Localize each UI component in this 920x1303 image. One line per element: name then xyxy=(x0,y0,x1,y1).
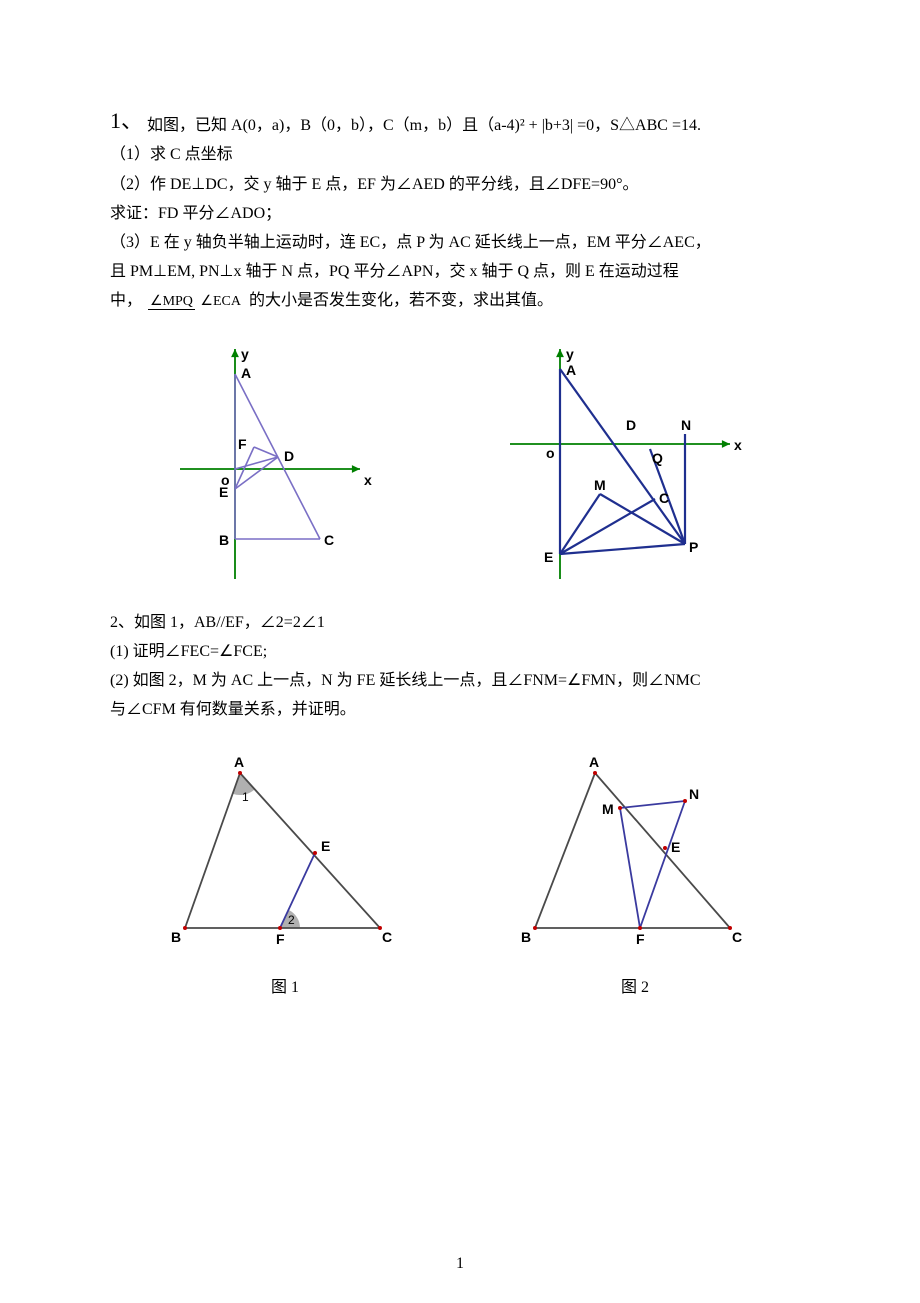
q1-line1: 1、 如图，已知 A(0，a)，B（0，b），C（m，b）且（a-4)² + |… xyxy=(110,102,810,139)
q1-l4: 求证：FD 平分∠ADO； xyxy=(110,200,810,227)
q1-fraction: ∠MPQ ∠ECA xyxy=(148,294,243,309)
svg-text:D: D xyxy=(626,417,636,433)
caption-row: 图 1 图 2 xyxy=(110,973,810,997)
svg-text:A: A xyxy=(566,362,576,378)
svg-text:B: B xyxy=(219,532,229,548)
figure-1: yxAFDoEBC xyxy=(160,329,400,589)
frac-bot: ∠ECA xyxy=(198,294,243,309)
q2-l4: 与∠CFM 有何数量关系，并证明。 xyxy=(110,696,810,723)
svg-text:A: A xyxy=(589,754,599,770)
q1-l7: 中， ∠MPQ ∠ECA 的大小是否发生变化，若不变，求出其值。 xyxy=(110,287,810,314)
svg-text:y: y xyxy=(566,346,574,362)
q2-l3: (2) 如图 2，M 为 AC 上一点，N 为 FE 延长线上一点，且∠FNM=… xyxy=(110,667,810,694)
caption-2: 图 2 xyxy=(621,973,649,997)
svg-text:1: 1 xyxy=(242,790,249,804)
q1-l7a: 中， xyxy=(110,292,142,309)
q1-l2: （1）求 C 点坐标 xyxy=(110,141,810,168)
svg-text:F: F xyxy=(636,931,645,947)
figure-row-2: A E B F C 1 2 A N M E B F C xyxy=(110,753,810,953)
svg-text:B: B xyxy=(521,929,531,945)
svg-text:N: N xyxy=(689,786,699,802)
svg-text:2: 2 xyxy=(288,913,295,927)
figure-2: y x A D No Q M C E P xyxy=(500,329,760,589)
svg-text:C: C xyxy=(382,929,392,945)
page: 1、 如图，已知 A(0，a)，B（0，b），C（m，b）且（a-4)² + |… xyxy=(0,0,920,1303)
svg-text:E: E xyxy=(544,549,553,565)
svg-text:C: C xyxy=(732,929,742,945)
q2-l2: (1) 证明∠FEC=∠FCE; xyxy=(110,638,810,665)
svg-text:A: A xyxy=(241,365,251,381)
svg-text:E: E xyxy=(671,839,680,855)
svg-text:x: x xyxy=(364,472,372,488)
svg-text:N: N xyxy=(681,417,691,433)
svg-text:C: C xyxy=(659,490,669,506)
svg-text:P: P xyxy=(689,539,698,555)
svg-text:F: F xyxy=(238,436,247,452)
q1-l6: 且 PM⊥EM, PN⊥x 轴于 N 点，PQ 平分∠APN，交 x 轴于 Q … xyxy=(110,258,810,285)
svg-text:D: D xyxy=(284,448,294,464)
q1-l7b: 的大小是否发生变化，若不变，求出其值。 xyxy=(249,292,553,309)
caption-1: 图 1 xyxy=(271,973,299,997)
svg-text:C: C xyxy=(324,532,334,548)
figure-3: A E B F C 1 2 xyxy=(165,753,405,953)
q1-number: 1、 xyxy=(110,102,143,139)
q1-l1-text: 如图，已知 A(0，a)，B（0，b），C（m，b）且（a-4)² + |b+3… xyxy=(147,112,701,139)
svg-text:M: M xyxy=(602,801,614,817)
q1-l5: （3）E 在 y 轴负半轴上运动时，连 EC，点 P 为 AC 延长线上一点，E… xyxy=(110,229,810,256)
q1-l3: （2）作 DE⊥DC，交 y 轴于 E 点，EF 为∠AED 的平分线，且∠DF… xyxy=(110,171,810,198)
q2-l1: 2、如图 1，AB//EF，∠2=2∠1 xyxy=(110,609,810,636)
svg-text:Q: Q xyxy=(652,450,663,466)
figure-row-1: y x A F Do E B C y x A D No Q M C E P xyxy=(110,329,810,589)
svg-text:x: x xyxy=(734,437,742,453)
svg-text:F: F xyxy=(276,931,285,947)
svg-text:E: E xyxy=(219,484,228,500)
svg-text:A: A xyxy=(234,754,244,770)
figure-4: A N M E B F C xyxy=(515,753,755,953)
svg-text:B: B xyxy=(171,929,181,945)
page-number: 1 xyxy=(0,1255,920,1273)
svg-text:y: y xyxy=(241,346,249,362)
frac-top: ∠MPQ xyxy=(148,294,195,310)
svg-text:o: o xyxy=(546,445,555,461)
svg-text:E: E xyxy=(321,838,330,854)
svg-text:M: M xyxy=(594,477,606,493)
